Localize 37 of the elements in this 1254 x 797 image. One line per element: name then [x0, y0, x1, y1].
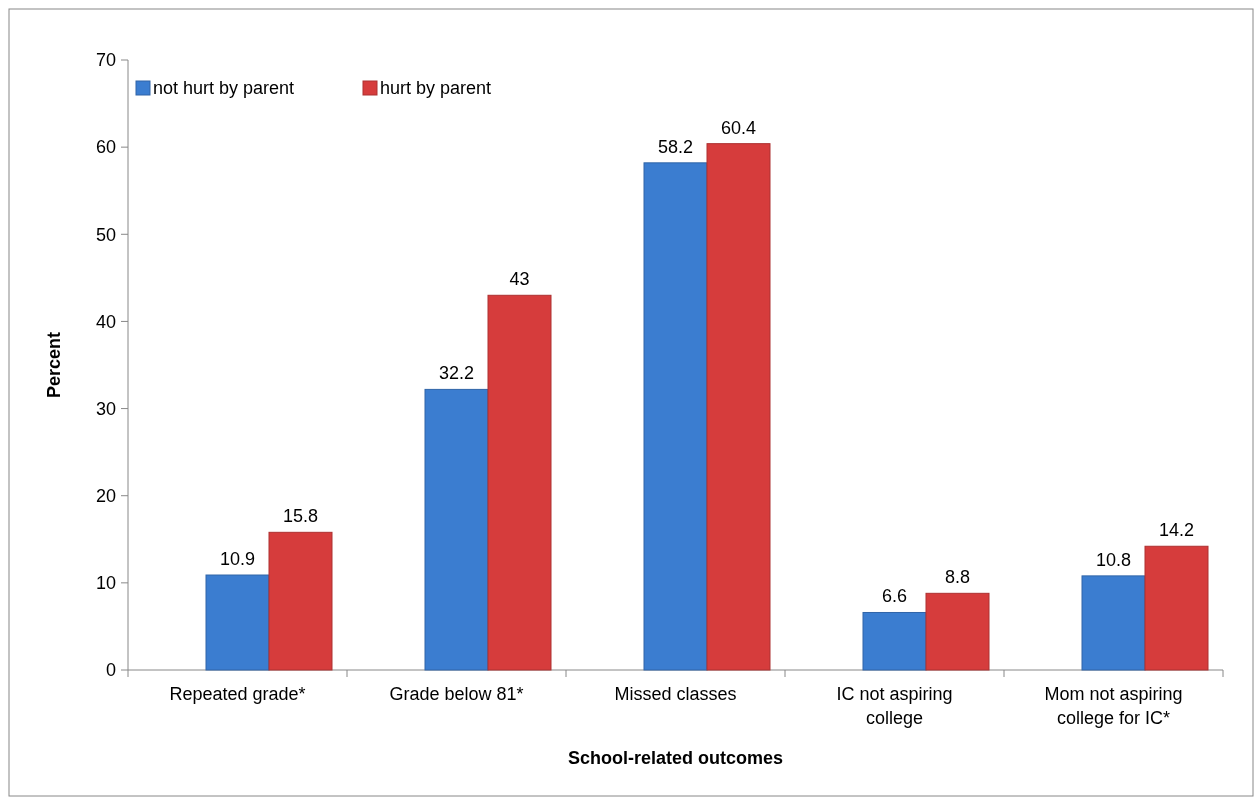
bar	[205, 574, 270, 671]
data-label: 14.2	[1158, 520, 1195, 541]
y-tick-label: 30	[95, 398, 116, 419]
x-tick-label: Mom not aspiring college for IC*	[1044, 684, 1183, 728]
y-axis-title: Percent	[44, 331, 64, 399]
data-label: 6.6	[881, 586, 908, 607]
bar	[1144, 545, 1209, 671]
bar	[268, 531, 333, 671]
bar	[487, 294, 552, 671]
data-label: 10.9	[219, 549, 256, 570]
x-tick-label: IC not aspiring college	[836, 684, 953, 728]
y-tick-label: 0	[105, 660, 116, 681]
bar	[424, 388, 489, 671]
data-label: 58.2	[657, 136, 694, 157]
data-label: 32.2	[438, 363, 475, 384]
legend-label: hurt by parent	[380, 78, 492, 99]
bar	[862, 611, 927, 671]
x-axis-title: School-related outcomes	[567, 748, 784, 768]
x-tick-label: Repeated grade*	[169, 684, 306, 704]
legend-label: not hurt by parent	[153, 78, 295, 99]
bar	[643, 162, 708, 671]
bar	[925, 592, 990, 671]
y-tick-label: 70	[95, 50, 116, 71]
data-label: 60.4	[720, 117, 757, 138]
y-tick-label: 10	[95, 573, 116, 594]
data-label: 15.8	[282, 506, 319, 527]
bar	[706, 143, 771, 671]
data-label: 8.8	[944, 567, 971, 588]
bar	[1081, 575, 1146, 671]
y-tick-label: 40	[95, 311, 116, 332]
y-tick-label: 20	[95, 486, 116, 507]
x-tick-label: Grade below 81*	[389, 684, 524, 704]
y-tick-label: 60	[95, 137, 116, 158]
data-label: 43	[509, 269, 530, 290]
y-tick-label: 50	[95, 224, 116, 245]
data-label: 10.8	[1095, 549, 1132, 570]
x-tick-label: Missed classes	[614, 684, 737, 704]
